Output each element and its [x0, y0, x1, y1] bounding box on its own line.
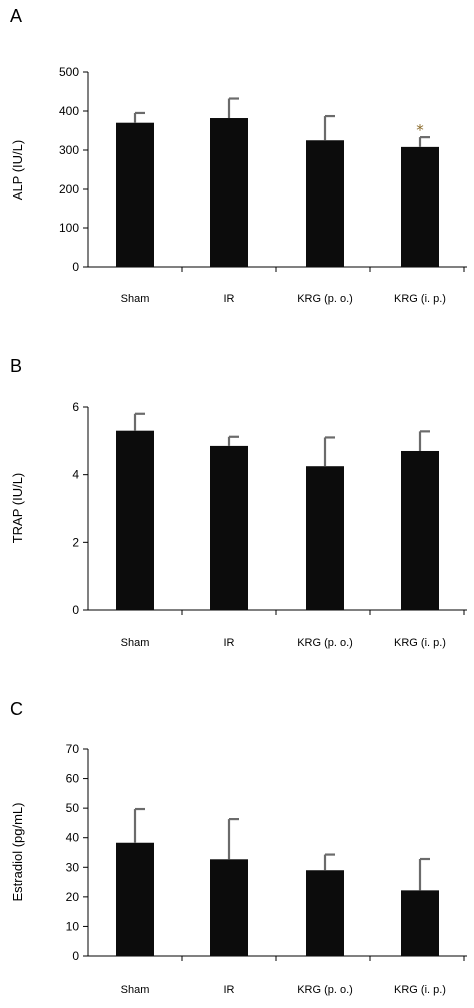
- category-label: Sham: [121, 984, 150, 996]
- y-tick-label: 10: [66, 919, 80, 933]
- y-tick-label: 50: [66, 801, 80, 815]
- y-tick-label: 60: [66, 772, 80, 786]
- y-tick-label: 500: [59, 65, 79, 79]
- y-axis-label: ALP (IU/L): [10, 140, 25, 200]
- y-tick-label: 0: [72, 949, 79, 963]
- y-tick-label: 200: [59, 182, 79, 196]
- y-tick-label: 4: [72, 468, 79, 482]
- category-label: KRG (i. p.): [394, 293, 446, 305]
- y-tick-label: 400: [59, 104, 79, 118]
- category-label: KRG (i. p.): [394, 984, 446, 996]
- y-axis-label: Estradiol (pg/mL): [10, 803, 25, 902]
- category-label: Sham: [121, 637, 150, 649]
- y-tick-label: 6: [72, 400, 79, 414]
- y-tick-label: 0: [72, 603, 79, 617]
- category-label: KRG (p. o.): [297, 637, 353, 649]
- significance-marker: *: [416, 121, 424, 139]
- y-tick-label: 100: [59, 221, 79, 235]
- y-tick-label: 40: [66, 831, 80, 845]
- bar: [210, 118, 248, 268]
- category-label: IR: [224, 984, 235, 996]
- panel-letter: C: [10, 699, 23, 719]
- category-label: KRG (p. o.): [297, 984, 353, 996]
- y-tick-label: 300: [59, 143, 79, 157]
- y-axis-label: TRAP (IU/L): [10, 473, 25, 544]
- y-tick-label: 70: [66, 742, 80, 756]
- category-label: KRG (i. p.): [394, 637, 446, 649]
- bar: [306, 870, 344, 956]
- y-tick-label: 30: [66, 860, 80, 874]
- bar: [401, 146, 439, 267]
- y-tick-label: 20: [66, 890, 80, 904]
- bar: [116, 122, 154, 267]
- category-label: IR: [224, 637, 235, 649]
- bar: [401, 890, 439, 956]
- bar: [306, 466, 344, 610]
- y-tick-label: 2: [72, 535, 79, 549]
- bar: [116, 842, 154, 956]
- bar: [210, 859, 248, 956]
- category-label: IR: [224, 293, 235, 305]
- category-label: Sham: [121, 293, 150, 305]
- bar: [401, 450, 439, 610]
- category-label: KRG (p. o.): [297, 293, 353, 305]
- bar: [210, 445, 248, 610]
- panel-letter: B: [10, 356, 22, 376]
- bar: [306, 140, 344, 267]
- bar: [116, 430, 154, 610]
- panel-letter: A: [10, 6, 22, 26]
- y-tick-label: 0: [72, 260, 79, 274]
